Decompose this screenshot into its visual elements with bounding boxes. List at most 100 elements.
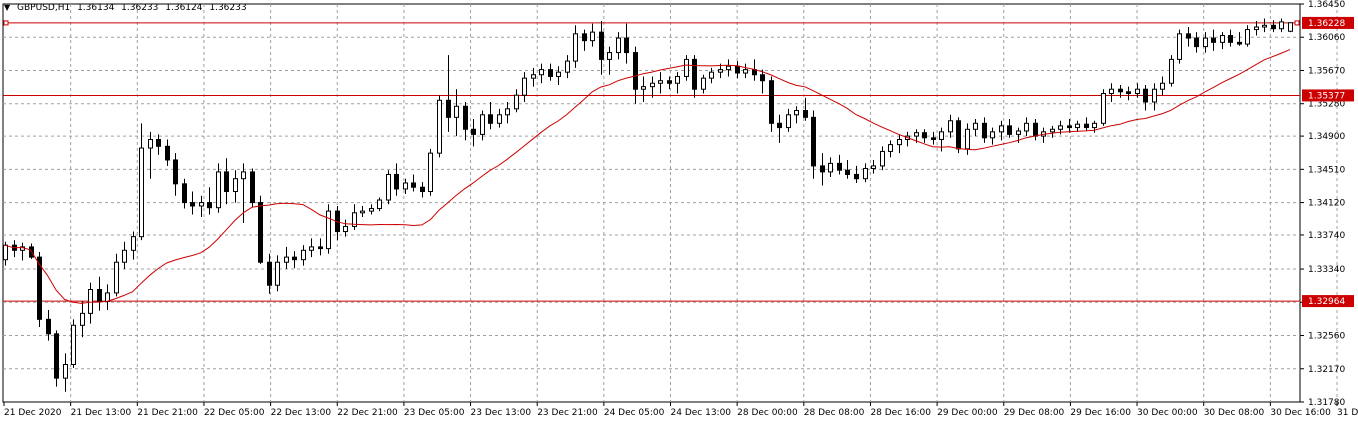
- candle-body: [369, 208, 374, 212]
- candle-body: [428, 152, 433, 192]
- y-tick-label: 1.35280: [1308, 100, 1345, 110]
- candle-body: [1143, 88, 1148, 103]
- candle-body: [122, 249, 127, 263]
- candle-body: [1262, 24, 1267, 28]
- x-tick-label: 21 Dec 13:00: [71, 408, 132, 418]
- candle-body: [148, 139, 153, 149]
- candle-body: [233, 178, 238, 192]
- candle-body: [207, 202, 212, 209]
- candle-body: [1220, 35, 1225, 43]
- x-tick-label: 23 Dec 05:00: [404, 408, 465, 418]
- candle-body: [131, 236, 136, 251]
- candle-body: [880, 150, 885, 167]
- candle-body: [267, 261, 272, 286]
- candle-body: [190, 202, 195, 207]
- x-tick-label: 22 Dec 21:00: [337, 408, 398, 418]
- candle-body: [888, 144, 893, 152]
- x-tick-label: 28 Dec 08:00: [804, 408, 865, 418]
- candle-body: [599, 31, 604, 60]
- candle-body: [471, 128, 476, 135]
- candle-body: [497, 114, 502, 124]
- candle-body: [565, 60, 570, 73]
- candle-body: [1211, 37, 1216, 43]
- candle-body: [1067, 125, 1072, 129]
- candle-body: [454, 105, 459, 118]
- candle-body: [326, 210, 331, 250]
- x-tick-label: 22 Dec 13:00: [271, 408, 332, 418]
- candle-body: [63, 364, 68, 379]
- candle-body: [845, 169, 850, 175]
- x-tick-label: 28 Dec 00:00: [737, 408, 798, 418]
- candle-body: [1101, 92, 1106, 124]
- candle-body: [786, 114, 791, 129]
- candle-body: [463, 105, 468, 130]
- candle-body: [922, 132, 927, 139]
- candle-body: [1186, 33, 1191, 39]
- candle-body: [607, 52, 612, 60]
- candle-body: [590, 31, 595, 42]
- candle-body: [616, 37, 621, 54]
- x-tick-label: 24 Dec 13:00: [671, 408, 732, 418]
- candle-body: [811, 116, 816, 167]
- axes: 1.36450 1.36060 1.35670 1.35280 1.34900 1.345…: [3, 0, 1358, 418]
- candle-body: [1169, 58, 1174, 84]
- candle-body: [80, 312, 85, 326]
- candle-body: [71, 324, 76, 366]
- candle-body: [1084, 123, 1089, 129]
- candle-body: [735, 65, 740, 74]
- candle-body: [224, 171, 229, 192]
- candle-body: [156, 139, 161, 147]
- y-tick-label: 1.31780: [1308, 398, 1345, 408]
- candle-body: [854, 173, 859, 180]
- candle-body: [573, 33, 578, 62]
- candle-body: [1109, 88, 1114, 94]
- close-value: 1.36233: [209, 3, 247, 13]
- level-anchor-marker[interactable]: [1294, 20, 1300, 26]
- candle-body: [480, 114, 485, 135]
- candle-body: [1160, 82, 1165, 90]
- candle-body: [794, 110, 799, 116]
- y-tick-label: 1.32560: [1308, 332, 1345, 342]
- y-tick-label: 1.33740: [1308, 231, 1345, 241]
- level-anchor-marker[interactable]: [3, 20, 9, 26]
- candle-body: [871, 165, 876, 169]
- x-tick-label: 24 Dec 05:00: [604, 408, 665, 418]
- candle-body: [1245, 29, 1250, 45]
- candle-body: [97, 289, 102, 302]
- candle-body: [820, 165, 825, 173]
- y-tick-label: 1.33340: [1308, 265, 1345, 275]
- symbol-label: GBPUSD,H1: [17, 3, 71, 13]
- candle-body: [531, 74, 536, 79]
- candle-body: [1075, 123, 1080, 129]
- horizontal-levels[interactable]: [3, 20, 1300, 302]
- candle-body: [965, 128, 970, 150]
- candle-body: [88, 289, 93, 314]
- candle-body: [1237, 41, 1242, 45]
- candle-body: [658, 80, 663, 84]
- candle-body: [990, 131, 995, 139]
- candle-body: [446, 99, 451, 118]
- candle-body: [292, 256, 297, 261]
- candle-body: [216, 171, 221, 209]
- candle-body: [1135, 88, 1140, 94]
- x-tick-label: 28 Dec 16:00: [870, 408, 931, 418]
- x-tick-label: 29 Dec 16:00: [1070, 408, 1131, 418]
- symbol-header: ▼ GBPUSD,H1 1.36134 1.36233 1.36124 1.36…: [4, 3, 251, 13]
- candle-body: [165, 145, 170, 161]
- candle-body: [1288, 22, 1293, 32]
- candle-body: [863, 167, 868, 180]
- candle-body: [1058, 125, 1063, 130]
- candle-body: [718, 69, 723, 73]
- level-price-tag: [1302, 16, 1354, 29]
- candle-body: [1050, 128, 1055, 133]
- y-tick-label: 1.34510: [1308, 165, 1345, 175]
- x-tick-label: 30 Dec 08:00: [1204, 408, 1265, 418]
- candle-body: [828, 162, 833, 173]
- candle-body: [199, 202, 204, 207]
- candle-body: [343, 225, 348, 233]
- candle-body: [182, 183, 187, 204]
- candle-body: [241, 171, 246, 180]
- triangle-down-icon[interactable]: ▼: [4, 3, 11, 12]
